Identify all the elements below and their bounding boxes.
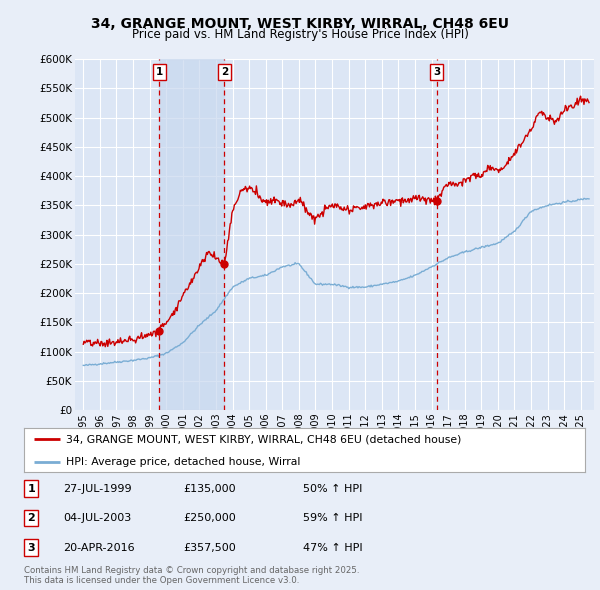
- Text: £250,000: £250,000: [183, 513, 236, 523]
- Text: 3: 3: [433, 67, 440, 77]
- Text: 34, GRANGE MOUNT, WEST KIRBY, WIRRAL, CH48 6EU (detached house): 34, GRANGE MOUNT, WEST KIRBY, WIRRAL, CH…: [66, 434, 461, 444]
- Text: £135,000: £135,000: [183, 484, 236, 493]
- Text: Contains HM Land Registry data © Crown copyright and database right 2025.
This d: Contains HM Land Registry data © Crown c…: [24, 566, 359, 585]
- Text: 50% ↑ HPI: 50% ↑ HPI: [303, 484, 362, 493]
- Text: Price paid vs. HM Land Registry's House Price Index (HPI): Price paid vs. HM Land Registry's House …: [131, 28, 469, 41]
- Text: HPI: Average price, detached house, Wirral: HPI: Average price, detached house, Wirr…: [66, 457, 301, 467]
- Text: 2: 2: [221, 67, 228, 77]
- Text: 1: 1: [155, 67, 163, 77]
- Text: 47% ↑ HPI: 47% ↑ HPI: [303, 543, 362, 552]
- Text: 27-JUL-1999: 27-JUL-1999: [63, 484, 131, 493]
- Text: £357,500: £357,500: [183, 543, 236, 552]
- Bar: [159, 59, 224, 410]
- Text: 20-APR-2016: 20-APR-2016: [63, 543, 134, 552]
- Text: 59% ↑ HPI: 59% ↑ HPI: [303, 513, 362, 523]
- Text: 34, GRANGE MOUNT, WEST KIRBY, WIRRAL, CH48 6EU: 34, GRANGE MOUNT, WEST KIRBY, WIRRAL, CH…: [91, 17, 509, 31]
- Text: 2: 2: [28, 513, 35, 523]
- Text: 1: 1: [28, 484, 35, 493]
- Text: 3: 3: [28, 543, 35, 552]
- Text: 04-JUL-2003: 04-JUL-2003: [63, 513, 131, 523]
